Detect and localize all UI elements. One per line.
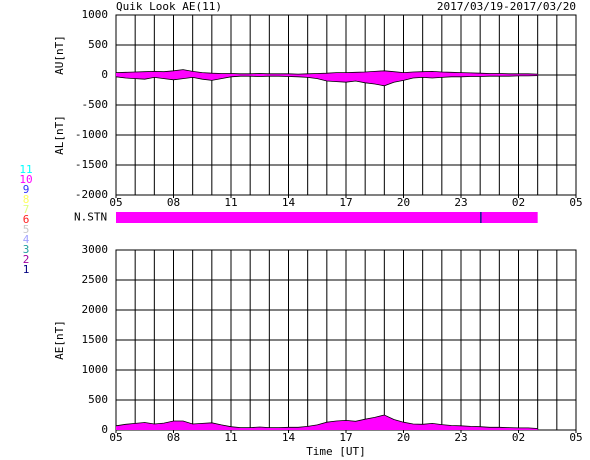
legend-item: 2	[23, 253, 30, 266]
station-bar	[480, 212, 482, 223]
y-axis-label: AL[nT]	[53, 115, 66, 155]
y-tick-label: 2000	[82, 303, 109, 316]
legend-item: 4	[23, 233, 30, 246]
chart-subtitle: 2017/03/19-2017/03/20	[437, 0, 576, 13]
legend-item: 5	[23, 223, 30, 236]
x-tick-label: 05	[569, 196, 582, 209]
y-tick-label: -500	[82, 98, 109, 111]
x-tick-label: 08	[167, 196, 180, 209]
x-tick-label: 14	[282, 196, 296, 209]
legend-item: 7	[23, 203, 30, 216]
legend-item: 8	[23, 193, 30, 206]
row-label: N.STN	[74, 211, 107, 224]
y-tick-label: 1000	[82, 363, 109, 376]
y-axis-label: AU[nT]	[53, 35, 66, 75]
y-tick-label: -2000	[75, 188, 108, 201]
x-tick-label: 11	[224, 431, 237, 444]
legend-item: 9	[23, 183, 30, 196]
station-bar	[116, 212, 481, 223]
x-tick-label: 20	[397, 196, 410, 209]
x-tick-label: 17	[339, 431, 352, 444]
y-tick-label: 0	[101, 423, 108, 436]
legend-item: 11	[19, 163, 32, 176]
line	[115, 75, 538, 87]
x-tick-label: 05	[109, 196, 122, 209]
station-bar	[481, 212, 538, 223]
legend-item: 1	[23, 263, 30, 276]
legend-item: 6	[23, 213, 30, 226]
y-tick-label: 500	[88, 38, 108, 51]
x-tick-label: 17	[339, 196, 352, 209]
y-tick-label: 1000	[82, 8, 109, 21]
line	[115, 414, 538, 429]
x-tick-label: 05	[109, 431, 122, 444]
x-axis-label: Time [UT]	[306, 445, 366, 458]
x-tick-label: 20	[397, 431, 410, 444]
x-tick-label: 23	[454, 431, 467, 444]
x-tick-label: 23	[454, 196, 467, 209]
legend-item: 3	[23, 243, 30, 256]
y-tick-label: 3000	[82, 243, 109, 256]
y-axis-label: AE[nT]	[53, 320, 66, 360]
x-tick-label: 05	[569, 431, 582, 444]
x-tick-label: 02	[512, 431, 525, 444]
plot-frame	[115, 14, 577, 196]
y-tick-label: -1500	[75, 158, 108, 171]
x-tick-label: 11	[224, 196, 237, 209]
y-tick-label: 0	[101, 68, 108, 81]
y-tick-label: 500	[88, 393, 108, 406]
chart-title: Quik Look AE(11)	[116, 0, 222, 13]
x-tick-label: 14	[282, 431, 296, 444]
x-tick-label: 08	[167, 431, 180, 444]
y-tick-label: -1000	[75, 128, 108, 141]
y-tick-label: 1500	[82, 333, 109, 346]
line	[115, 69, 538, 75]
x-tick-label: 02	[512, 196, 525, 209]
y-tick-label: 2500	[82, 273, 109, 286]
legend-item: 10	[19, 173, 32, 186]
